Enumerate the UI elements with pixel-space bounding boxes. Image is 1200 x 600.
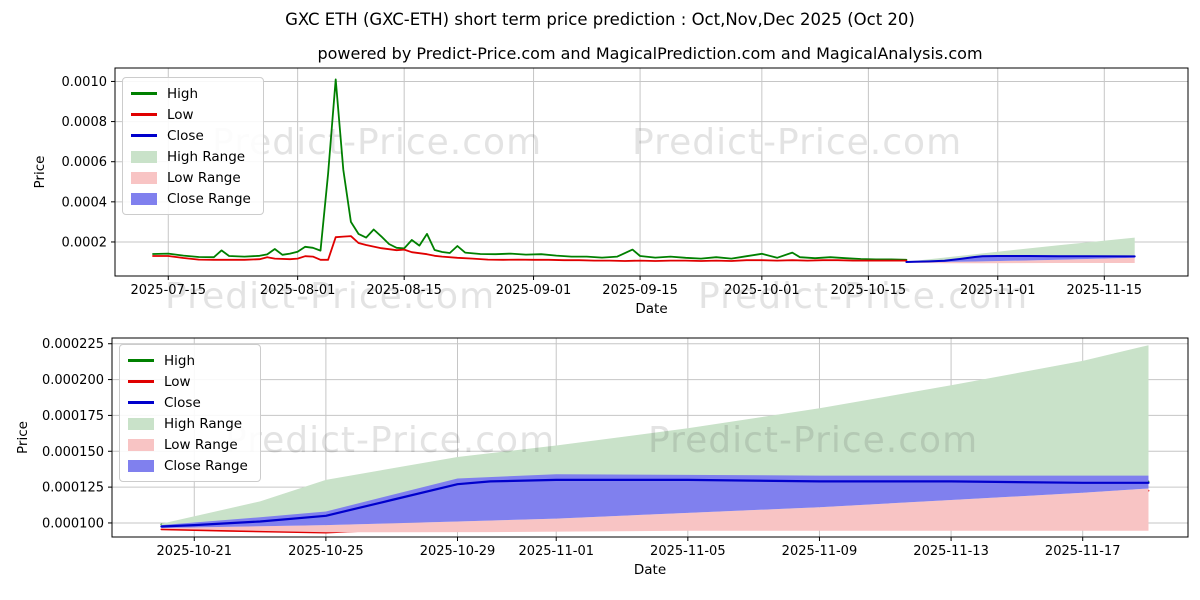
legend-label: High (164, 352, 196, 369)
x-axis-label: Date (634, 562, 666, 578)
legend-label: High Range (164, 415, 243, 432)
y-axis-label: Price (15, 421, 31, 454)
legend-swatch-line (131, 113, 157, 116)
x-tick-label: 2025-11-15 (1067, 283, 1143, 298)
series-high-line (152, 78, 908, 261)
legend-swatch-line (131, 134, 157, 137)
legend-swatch-patch (131, 192, 157, 205)
band-close-range (161, 474, 1149, 528)
legend-label: Low Range (164, 436, 238, 453)
legend-swatch-patch (128, 438, 154, 451)
legend-swatch-line (128, 401, 154, 404)
x-tick-label: 2025-11-17 (1045, 544, 1121, 559)
y-tick-label: 0.000150 (42, 445, 104, 460)
legend-swatch-patch (131, 171, 157, 184)
band-close-range (906, 255, 1135, 263)
series-low-line (152, 235, 908, 262)
y-tick-label: 0.000200 (42, 373, 104, 388)
chart-1: 2025-10-21 2025-10-25 2025-10-29 2025-11-01… (15, 337, 1189, 578)
band-low-range (906, 257, 1135, 264)
x-tick-label: 2025-10-21 (156, 544, 232, 559)
legend-label: Close (164, 394, 201, 411)
legend-label: Close Range (164, 457, 248, 474)
x-tick-label: 2025-09-01 (496, 283, 572, 298)
x-tick-label: 2025-10-15 (831, 283, 907, 298)
legend-item-high-range: High Range (131, 146, 251, 167)
legend-item-low: Low (128, 371, 248, 392)
y-tick-label: 0.000175 (42, 409, 104, 424)
legend-item-close: Close (128, 392, 248, 413)
legend-swatch-line (128, 380, 154, 383)
x-tick-label: 2025-11-13 (913, 544, 989, 559)
legend-item-close-range: Close Range (128, 455, 248, 476)
x-tick-label: 2025-08-15 (366, 283, 442, 298)
legend-item-high-range: High Range (128, 413, 248, 434)
y-axis-label: Price (32, 156, 48, 189)
legend-label: Close Range (167, 190, 251, 207)
y-tick-label: 0.0010 (62, 75, 108, 90)
x-tick-label: 2025-11-09 (782, 544, 858, 559)
legend-swatch-line (128, 359, 154, 362)
legend-top-chart: High Low Close High Range Low Range Close Ran… (122, 77, 264, 215)
y-tick-label: 0.0002 (62, 235, 108, 250)
x-tick-label: 2025-11-05 (650, 544, 726, 559)
series-close-line (160, 478, 1150, 528)
series-close-line (905, 255, 1136, 263)
legend-label: High Range (167, 148, 246, 165)
chart-0: 2025-07-15 2025-08-01 2025-08-15 2025-09-01… (32, 67, 1189, 317)
y-tick-label: 0.000225 (42, 337, 104, 352)
legend-swatch-patch (128, 459, 154, 472)
x-tick-label: 2025-10-25 (288, 544, 364, 559)
legend-label: Low (164, 373, 191, 390)
legend-item-close: Close (131, 125, 251, 146)
page-title: GXC ETH (GXC-ETH) short term price predi… (285, 10, 915, 29)
plot-border (111, 337, 1189, 538)
legend-swatch-patch (131, 150, 157, 163)
legend-label: High (167, 85, 199, 102)
x-tick-label: 2025-10-01 (724, 283, 800, 298)
legend-item-low-range: Low Range (131, 167, 251, 188)
x-axis-label: Date (635, 301, 667, 317)
legend-item-low: Low (131, 104, 251, 125)
legend-label: Low (167, 106, 194, 123)
y-tick-label: 0.000125 (42, 481, 104, 496)
legend-item-high: High (131, 83, 251, 104)
page-subtitle: powered by Predict-Price.com and Magical… (317, 44, 983, 63)
legend-item-low-range: Low Range (128, 434, 248, 455)
legend-bottom-chart: High Low Close High Range Low Range Close Ran… (119, 344, 261, 482)
x-tick-label: 2025-08-01 (260, 283, 336, 298)
x-tick-label: 2025-11-01 (960, 283, 1036, 298)
legend-item-close-range: Close Range (131, 188, 251, 209)
x-tick-label: 2025-10-29 (420, 544, 496, 559)
y-tick-label: 0.0004 (62, 195, 108, 210)
band-low-range (161, 488, 1149, 533)
legend-label: Low Range (167, 169, 241, 186)
y-tick-label: 0.000100 (42, 516, 104, 531)
x-tick-label: 2025-09-15 (602, 283, 678, 298)
x-tick-label: 2025-11-01 (518, 544, 594, 559)
legend-label: Close (167, 127, 204, 144)
legend-swatch-line (131, 92, 157, 95)
legend-item-high: High (128, 350, 248, 371)
x-tick-label: 2025-07-15 (130, 283, 206, 298)
plot-border (114, 67, 1189, 277)
legend-swatch-patch (128, 417, 154, 430)
y-tick-label: 0.0006 (62, 155, 108, 170)
y-tick-label: 0.0008 (62, 115, 108, 130)
